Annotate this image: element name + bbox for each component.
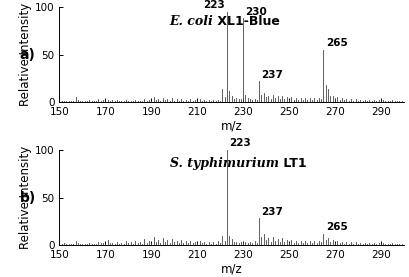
X-axis label: m/z: m/z: [220, 120, 242, 133]
Text: 265: 265: [325, 39, 347, 48]
Text: XL1-Blue: XL1-Blue: [213, 15, 280, 27]
Text: 237: 237: [261, 70, 283, 80]
Y-axis label: Relative Intensity: Relative Intensity: [19, 146, 32, 249]
Text: 223: 223: [202, 0, 224, 10]
Text: LT1: LT1: [278, 158, 306, 170]
X-axis label: m/z: m/z: [220, 263, 242, 276]
Text: 237: 237: [261, 207, 283, 217]
Text: 223: 223: [229, 138, 250, 148]
Text: a): a): [20, 48, 36, 61]
Text: 265: 265: [325, 222, 347, 232]
Text: b): b): [20, 191, 36, 204]
Y-axis label: Relative Intensity: Relative Intensity: [19, 3, 32, 106]
Text: S. typhimurium: S. typhimurium: [169, 158, 278, 170]
Text: E. coli: E. coli: [169, 15, 213, 27]
Text: 230: 230: [245, 7, 267, 17]
